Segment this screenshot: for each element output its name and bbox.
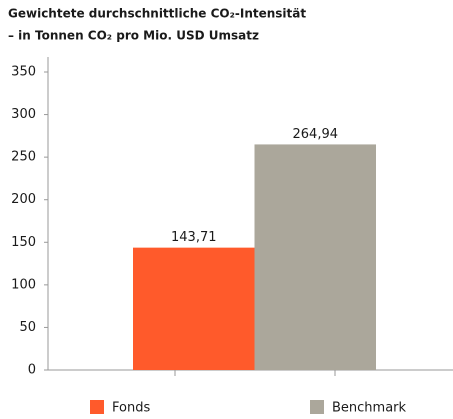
- chart-subtitle: – in Tonnen CO₂ pro Mio. USD Umsatz: [8, 29, 259, 43]
- data-label: 264,94: [293, 127, 339, 142]
- y-tick-label: 200: [11, 192, 36, 207]
- chart-title: Gewichtete durchschnittliche CO₂-Intensi…: [8, 7, 306, 21]
- legend-label: Fonds: [112, 401, 150, 416]
- y-tick-label: 250: [11, 150, 36, 165]
- y-tick-label: 150: [11, 235, 36, 250]
- y-tick-label: 300: [11, 107, 36, 122]
- legend-swatch: [310, 400, 324, 414]
- legend-swatch: [90, 400, 104, 414]
- y-tick-label: 100: [11, 277, 36, 292]
- y-tick-label: 0: [28, 363, 36, 378]
- y-tick-label: 50: [19, 320, 36, 335]
- legend-label: Benchmark: [332, 401, 407, 416]
- data-label: 143,71: [171, 230, 217, 245]
- y-tick-label: 350: [11, 65, 36, 80]
- bar: [254, 144, 376, 370]
- bar: [133, 247, 255, 370]
